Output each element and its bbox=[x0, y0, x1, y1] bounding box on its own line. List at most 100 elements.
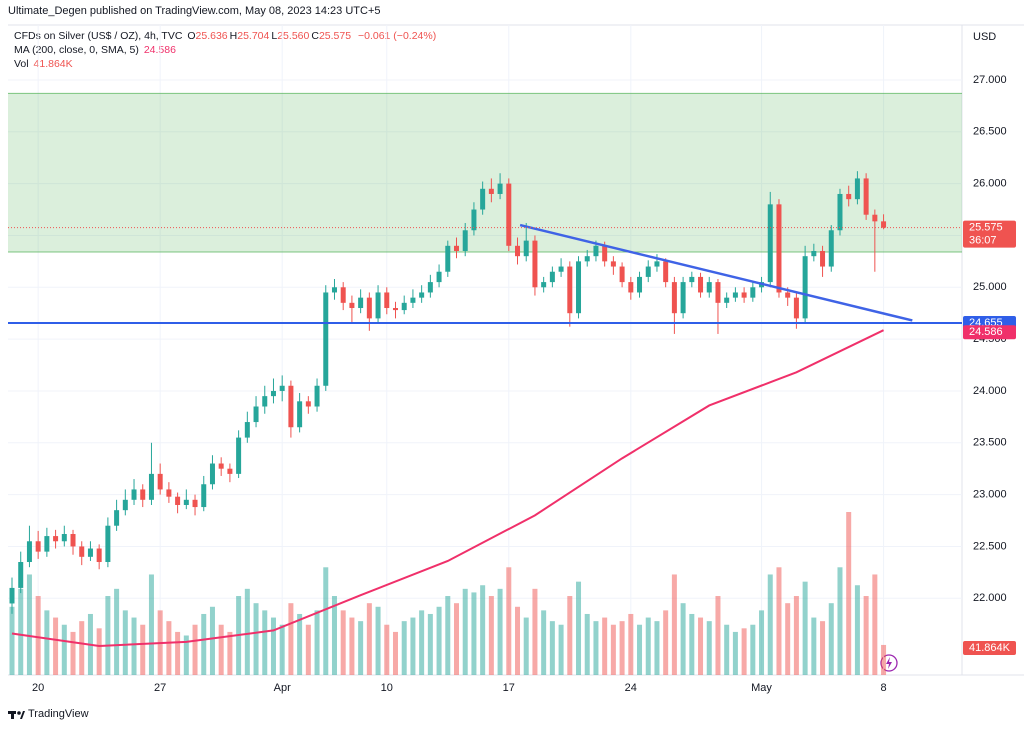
x-tick-label: 27 bbox=[154, 682, 166, 694]
volume-bar bbox=[828, 603, 834, 675]
candle-body bbox=[732, 292, 738, 298]
candle-body bbox=[340, 287, 346, 303]
currency: USD bbox=[973, 31, 996, 43]
candle-body bbox=[654, 261, 660, 267]
candle-body bbox=[323, 292, 329, 386]
volume-bar bbox=[410, 617, 416, 675]
candle-body bbox=[445, 245, 451, 272]
candle-body bbox=[122, 499, 128, 511]
y-tick-label: 22.000 bbox=[973, 592, 1007, 604]
ohlc-value: 25.704 bbox=[237, 30, 270, 42]
candle-body bbox=[767, 204, 773, 283]
volume-bar bbox=[741, 628, 747, 675]
candle-body bbox=[436, 271, 442, 283]
x-tick-label: Apr bbox=[274, 682, 291, 694]
volume-bar bbox=[218, 624, 224, 675]
volume-bar bbox=[105, 596, 111, 675]
volume-bar bbox=[148, 574, 154, 675]
candle-body bbox=[288, 385, 294, 428]
candle-body bbox=[593, 245, 599, 257]
y-tick-label: 22.500 bbox=[973, 540, 1007, 552]
volume-bar bbox=[401, 621, 407, 675]
candle-body bbox=[366, 297, 372, 319]
candle-body bbox=[584, 256, 590, 262]
volume-bar bbox=[750, 624, 756, 675]
volume-bar bbox=[523, 617, 529, 675]
candle-body bbox=[209, 463, 215, 485]
candle-body bbox=[497, 183, 503, 194]
candle-body bbox=[253, 406, 259, 423]
volume-bar bbox=[576, 581, 582, 675]
volume-bar bbox=[549, 621, 555, 675]
candle-body bbox=[602, 245, 608, 262]
volume-bar bbox=[488, 596, 494, 675]
volume-bar bbox=[732, 631, 738, 675]
background-layer bbox=[8, 25, 962, 675]
volume-bar bbox=[9, 606, 15, 675]
volume-bar bbox=[654, 621, 660, 675]
candle-body bbox=[523, 240, 529, 257]
volume-bar bbox=[680, 603, 686, 675]
ma-box bbox=[963, 325, 1016, 340]
candle-body bbox=[811, 250, 817, 257]
candle-body bbox=[846, 193, 852, 200]
volume-bar bbox=[270, 617, 276, 675]
logo bbox=[8, 711, 25, 719]
candle-body bbox=[297, 401, 303, 428]
last-price-box bbox=[963, 220, 1016, 248]
volume-bar bbox=[331, 596, 337, 675]
volume-bar bbox=[201, 613, 207, 675]
candle-body bbox=[270, 390, 276, 397]
volume-bar bbox=[366, 603, 372, 675]
candle-body bbox=[541, 282, 547, 288]
candle-body bbox=[837, 193, 843, 231]
candle-body bbox=[637, 276, 643, 293]
ma-label: 24.586 bbox=[969, 326, 1003, 338]
volume-bar bbox=[340, 610, 346, 675]
candle-body bbox=[79, 546, 85, 557]
volume-bar bbox=[122, 610, 128, 675]
candle-body bbox=[506, 183, 512, 246]
volume-bar bbox=[427, 613, 433, 675]
volume-bar bbox=[637, 624, 643, 675]
candle-body bbox=[236, 437, 242, 474]
candle-body bbox=[802, 256, 808, 319]
volume-bar bbox=[863, 596, 869, 675]
candle-body bbox=[384, 292, 390, 309]
candle-body bbox=[427, 282, 433, 293]
volume-bar bbox=[872, 574, 878, 675]
volume-bar bbox=[140, 624, 146, 675]
volume-bar bbox=[567, 596, 573, 675]
trendline bbox=[519, 223, 913, 322]
volume-label: 41.864K bbox=[969, 642, 1011, 654]
volume-bar bbox=[297, 613, 303, 675]
candle-body bbox=[70, 534, 76, 547]
candle-body bbox=[881, 221, 887, 228]
volume-bar bbox=[663, 610, 669, 675]
volume-bar bbox=[70, 631, 76, 675]
candle-body bbox=[244, 422, 250, 438]
y-tick-label: 23.500 bbox=[973, 437, 1007, 449]
candle-body bbox=[61, 534, 67, 542]
candle-body bbox=[96, 548, 102, 563]
ohlc-key: O bbox=[187, 30, 196, 42]
ma-name: MA (200, close, 0, SMA, 5) bbox=[14, 44, 139, 56]
candle-body bbox=[148, 473, 154, 500]
volume-bar bbox=[209, 606, 215, 675]
candle-body bbox=[140, 489, 146, 500]
volume-bar bbox=[584, 613, 590, 675]
candle-body bbox=[349, 302, 355, 309]
ohlc-value: 25.560 bbox=[277, 30, 310, 42]
candle-body bbox=[131, 489, 137, 500]
ohlc: O25.636 H25.704 L25.560 C25.575 bbox=[187, 30, 353, 42]
volume-bar bbox=[358, 621, 364, 675]
x-tick-label: 20 bbox=[32, 682, 44, 694]
y-tick-label: 26.500 bbox=[973, 126, 1007, 138]
countdown: 36:07 bbox=[969, 235, 997, 247]
last-price-label: 25.575 bbox=[969, 222, 1003, 234]
y-tick-label: 24.000 bbox=[973, 385, 1007, 397]
candle-body bbox=[698, 276, 704, 293]
x-tick-label: 17 bbox=[503, 682, 515, 694]
volume-bar bbox=[262, 610, 268, 675]
